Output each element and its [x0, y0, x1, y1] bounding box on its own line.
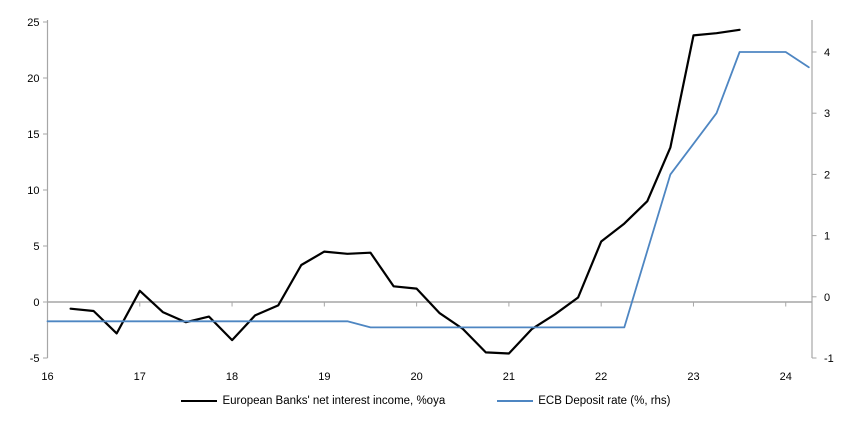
x-tick-label: 16 [41, 371, 53, 383]
left-axis-tick-label: 25 [27, 17, 39, 29]
x-tick-label: 20 [410, 371, 422, 383]
legend-label-net-interest-income: European Banks' net interest income, %oy… [222, 395, 446, 407]
series-line-ecb-deposit-rate [46, 51, 810, 329]
x-tick-label: 23 [687, 371, 699, 383]
legend-label-ecb-deposit-rate: ECB Deposit rate (%, rhs) [538, 395, 671, 407]
x-tick-label: 21 [503, 371, 515, 383]
x-tick-label: 19 [318, 371, 330, 383]
left-axis-tick-label: 0 [33, 297, 39, 309]
left-axis-tick-label: 20 [27, 73, 39, 85]
chart-legend: European Banks' net interest income, %oy… [0, 395, 852, 407]
right-axis-tick-label: 4 [824, 47, 830, 59]
left-axis-tick-label: 10 [27, 185, 39, 197]
left-axis-tick-label: -5 [30, 353, 40, 365]
right-axis-tick-label: 1 [824, 231, 830, 243]
legend-item-net-interest-income: European Banks' net interest income, %oy… [181, 395, 445, 407]
right-axis-tick-label: -1 [824, 353, 834, 365]
x-tick-label: 22 [595, 371, 607, 383]
legend-swatch-blue-line [497, 400, 534, 402]
legend-swatch-black-line [181, 400, 218, 402]
right-axis-tick-label: 3 [824, 108, 830, 120]
series-line-net-interest-income [69, 28, 741, 355]
legend-item-ecb-deposit-rate: ECB Deposit rate (%, rhs) [497, 395, 671, 407]
x-tick-label: 24 [780, 371, 792, 383]
left-axis-tick-label: 15 [27, 129, 39, 141]
left-axis-tick-label: 5 [33, 241, 39, 253]
right-axis-tick-label: 0 [824, 292, 830, 304]
x-tick-label: 18 [226, 371, 238, 383]
right-axis-tick-label: 2 [824, 169, 830, 181]
x-tick-label: 17 [134, 371, 146, 383]
